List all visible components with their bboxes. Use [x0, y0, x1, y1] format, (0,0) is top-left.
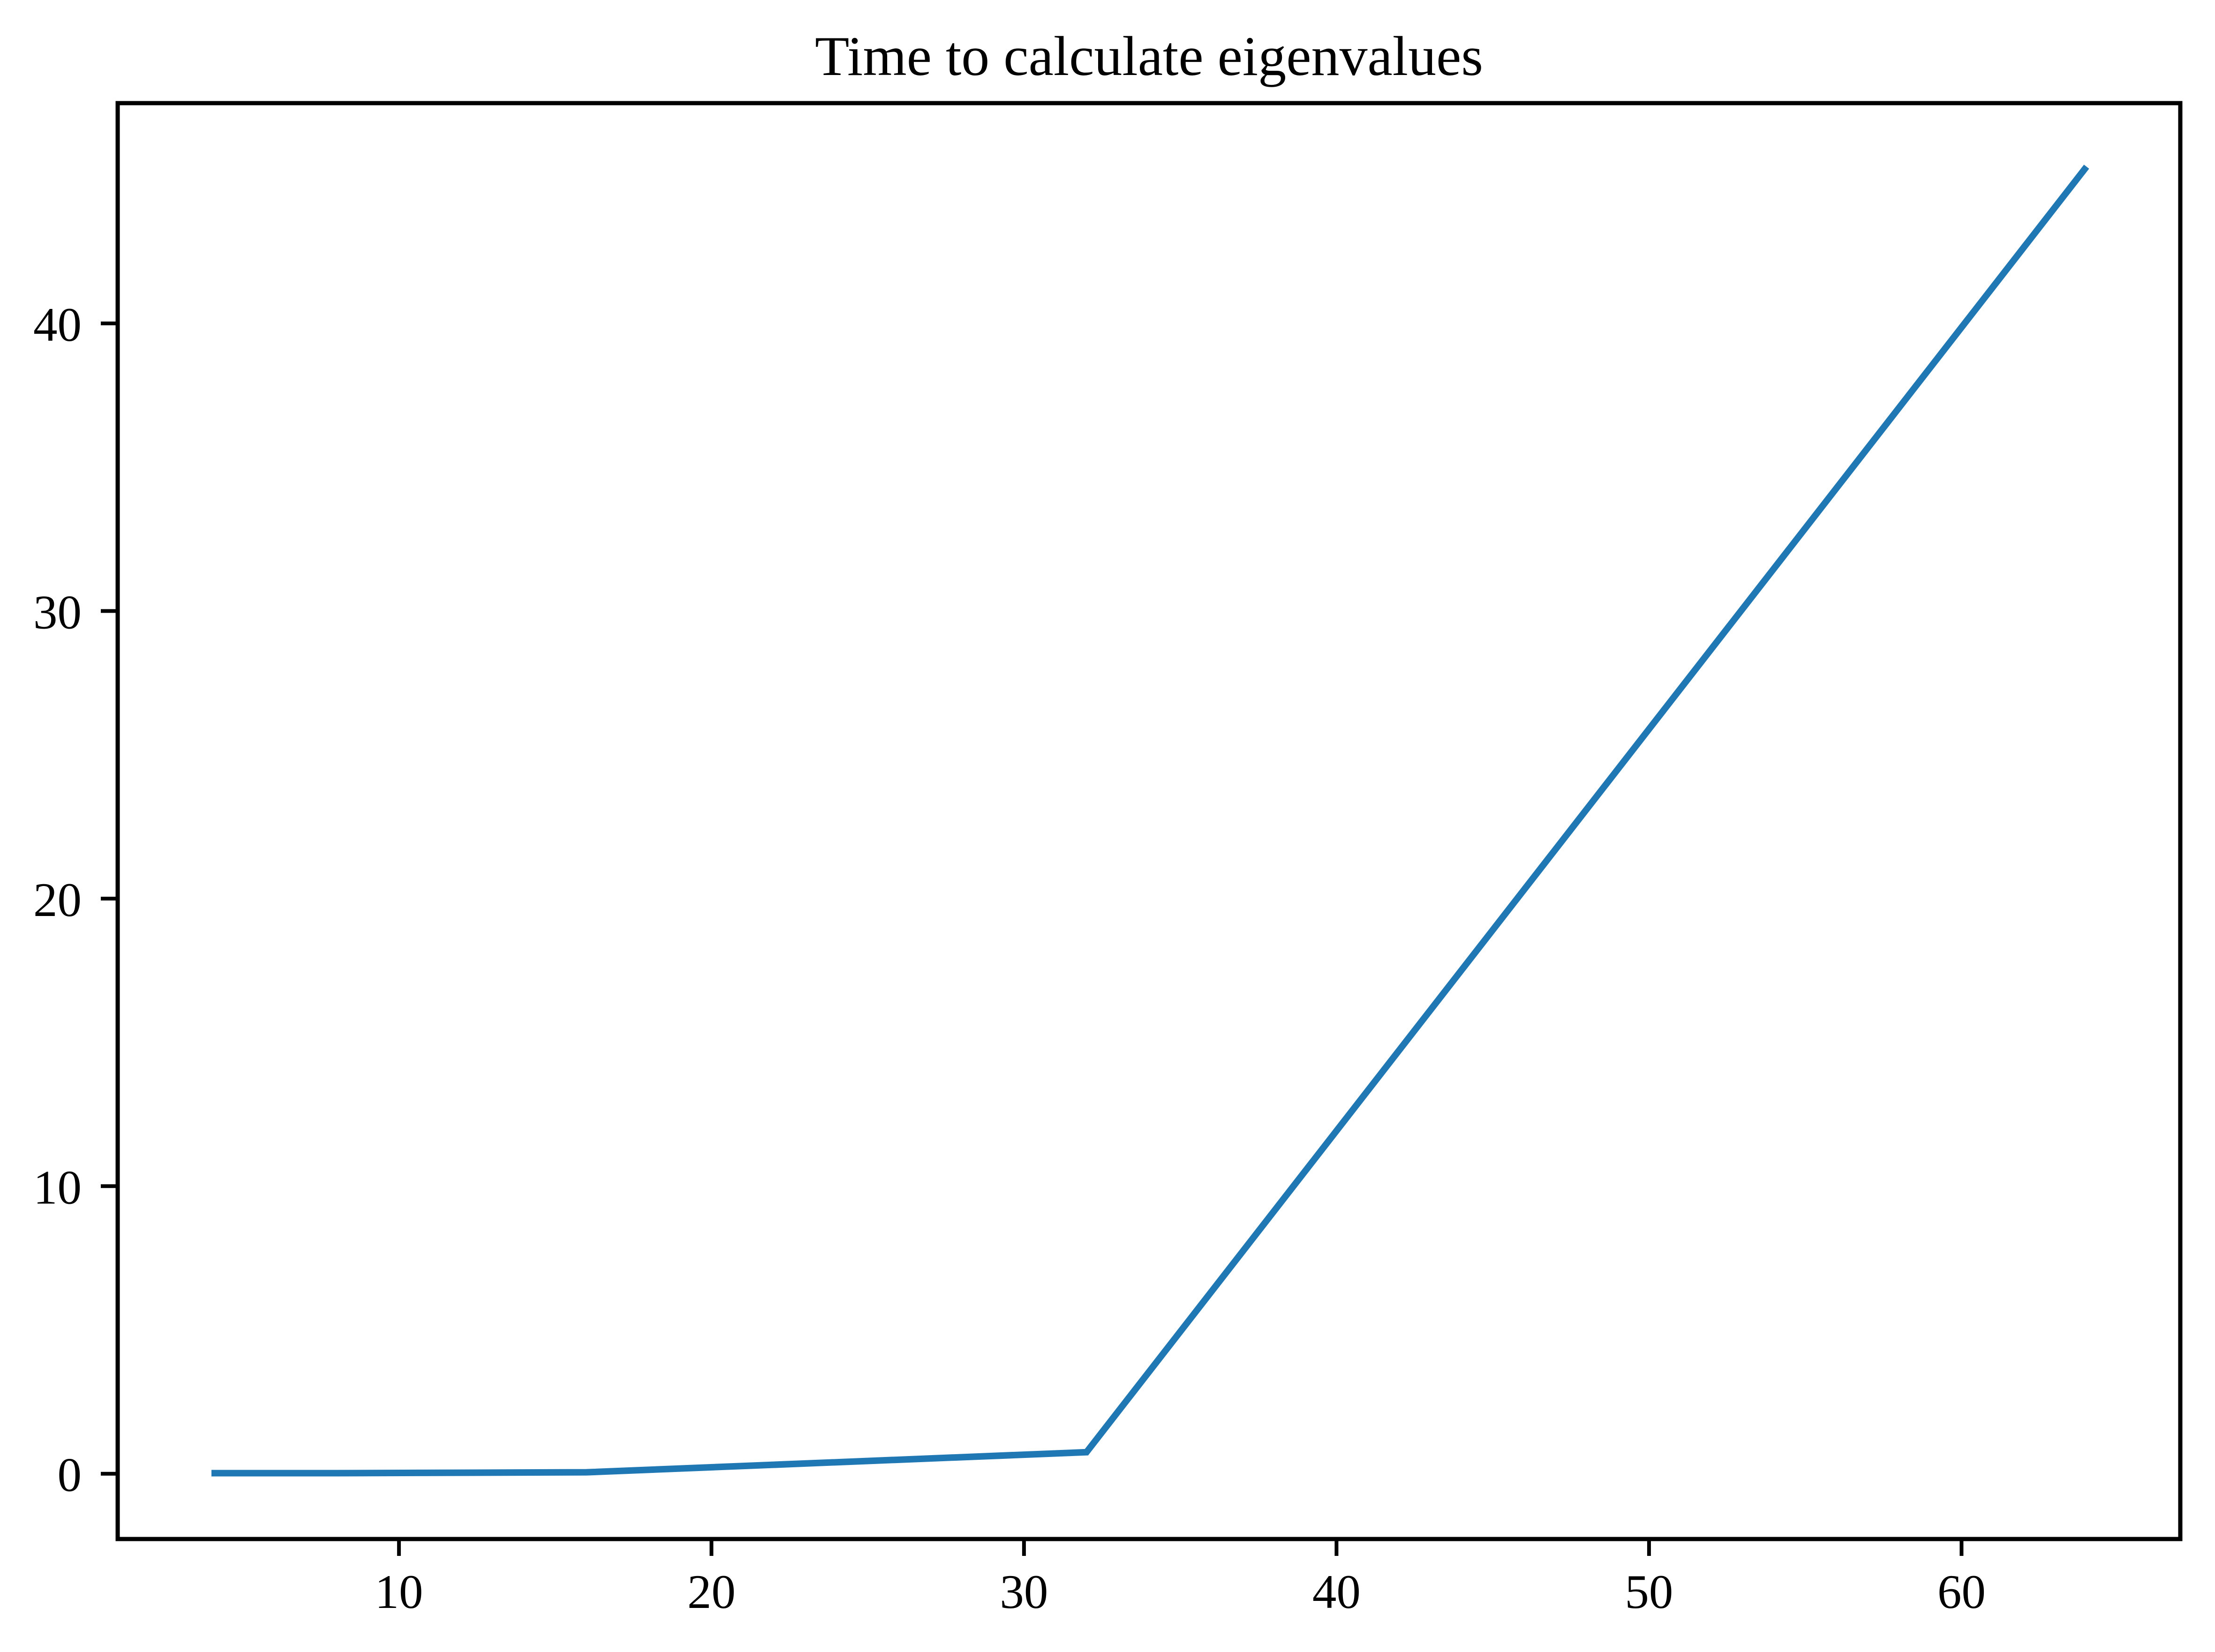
- y-axis: 0 10 20 30 40: [33, 298, 118, 1502]
- y-tick-label: 30: [33, 586, 82, 639]
- x-tick-label: 50: [1625, 1565, 1673, 1619]
- chart-title: Time to calculate eigenvalues: [815, 25, 1483, 87]
- x-tick-label: 20: [687, 1565, 736, 1619]
- x-tick-label: 10: [375, 1565, 423, 1619]
- x-tick-label: 40: [1312, 1565, 1361, 1619]
- y-tick-label: 10: [33, 1161, 82, 1214]
- y-tick-label: 40: [33, 298, 82, 352]
- y-tick-label: 0: [58, 1449, 82, 1502]
- data-line: [211, 165, 2089, 1477]
- plot-area: [115, 101, 2183, 1541]
- x-axis: 10 20 30 40 50 60: [375, 1539, 1986, 1619]
- y-tick-label: 20: [33, 873, 82, 927]
- x-tick-label: 60: [1937, 1565, 1986, 1619]
- x-tick-label: 30: [1000, 1565, 1048, 1619]
